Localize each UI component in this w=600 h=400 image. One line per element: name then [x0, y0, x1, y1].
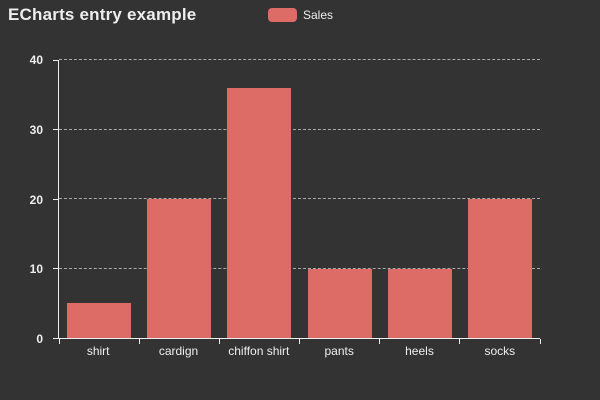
y-axis-tick	[53, 129, 59, 130]
y-axis-label: 40	[29, 53, 43, 67]
x-axis-label: pants	[324, 344, 354, 358]
x-axis-tick	[218, 339, 220, 344]
gridline	[59, 128, 540, 130]
y-axis-tick	[53, 59, 59, 61]
x-axis-label: shirt	[86, 344, 110, 358]
y-axis-label: 0	[36, 332, 43, 346]
bar-pants[interactable]	[307, 268, 372, 338]
x-axis-label: chiffon shirt	[228, 344, 290, 358]
bar-shirt[interactable]	[67, 303, 132, 338]
bar-cardign[interactable]	[147, 199, 212, 338]
x-axis-label: cardign	[158, 344, 199, 358]
x-axis-label: heels	[405, 344, 434, 358]
bar-socks[interactable]	[467, 199, 532, 338]
x-axis-tick	[459, 339, 461, 344]
legend-item-sales[interactable]: Sales	[268, 8, 333, 22]
legend-swatch-icon[interactable]	[268, 8, 297, 22]
y-axis-tick	[53, 198, 59, 200]
x-axis-tick	[299, 339, 300, 344]
y-axis-label: 30	[29, 122, 43, 137]
x-axis-tick	[539, 339, 541, 344]
x-axis-label: socks	[484, 344, 516, 358]
chart-title: ECharts entry example	[8, 5, 197, 24]
gridline	[59, 198, 540, 199]
y-axis-tick	[53, 337, 59, 339]
y-axis-label: 20	[29, 192, 43, 207]
plot-area	[53, 59, 541, 344]
legend-label: Sales	[303, 8, 334, 22]
y-axis-tick	[53, 268, 59, 269]
x-axis-tick	[138, 339, 140, 344]
x-axis-labels: shirt cardign chiffon shirt pants heels socks	[58, 344, 540, 362]
x-axis-tick	[58, 339, 60, 344]
x-axis-tick	[379, 339, 381, 344]
y-axis-label: 10	[29, 262, 43, 277]
gridline	[59, 267, 540, 269]
bar-heels[interactable]	[387, 268, 452, 338]
gridline	[59, 59, 540, 60]
y-axis-labels: 0 10 20 30 40	[0, 53, 52, 346]
bar-chiffon-shirt[interactable]	[227, 87, 292, 338]
